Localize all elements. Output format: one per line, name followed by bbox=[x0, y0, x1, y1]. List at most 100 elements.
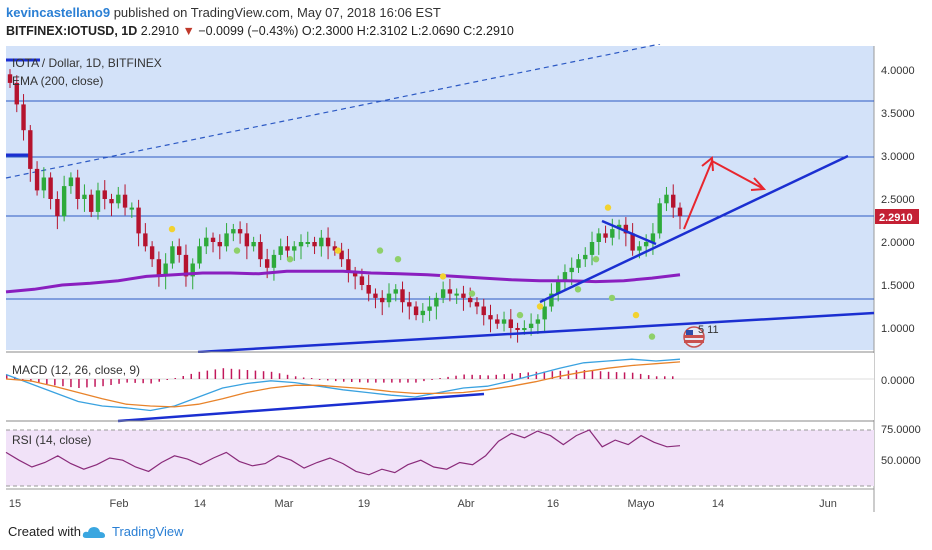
forecast-arrowhead-down bbox=[750, 177, 767, 191]
macd-hist-bar bbox=[110, 379, 112, 385]
candle-up bbox=[501, 319, 507, 324]
macd-line bbox=[5, 358, 681, 412]
macd-hist-bar bbox=[543, 371, 546, 379]
macd-hist-bar bbox=[431, 379, 433, 380]
price-tick-label: 3.5000 bbox=[881, 108, 915, 120]
symbol-label: BITFINEX:IOTUSD, 1D bbox=[6, 24, 138, 38]
macd-hist-bar bbox=[503, 374, 505, 379]
macd-hist-bar bbox=[447, 376, 449, 379]
candle-down bbox=[217, 242, 222, 247]
candle-up bbox=[197, 246, 202, 264]
candle-down bbox=[109, 199, 114, 204]
candle-up bbox=[610, 229, 615, 238]
macd-hist-bar bbox=[407, 379, 409, 383]
candle-down bbox=[14, 82, 19, 105]
macd-hist-bar bbox=[327, 379, 329, 381]
macd-hist-bar bbox=[455, 375, 457, 379]
candle-down bbox=[339, 250, 344, 260]
price-change: −0.0099 (−0.43%) bbox=[198, 24, 299, 38]
candle-up bbox=[41, 177, 47, 191]
chart-canvas[interactable]: 5 11 IOTA / Dollar, 1D, BITFINEX EMA (20… bbox=[0, 44, 932, 514]
pattern-dot bbox=[468, 290, 476, 297]
macd-hist-bar bbox=[495, 374, 497, 379]
ema-legend: EMA (200, close) bbox=[12, 74, 103, 88]
macd-hist-bar bbox=[142, 379, 144, 384]
last-price: 2.2910 bbox=[140, 24, 179, 38]
candle-down bbox=[346, 259, 351, 273]
macd-hist-bar bbox=[487, 375, 489, 379]
candle-up bbox=[549, 293, 554, 307]
macd-trendline bbox=[117, 392, 485, 423]
macd-hist-bar bbox=[664, 376, 666, 379]
macd-hist-bar bbox=[615, 372, 618, 379]
candle-down bbox=[102, 190, 107, 199]
macd-hist-bar bbox=[391, 379, 393, 383]
candle-up bbox=[596, 233, 601, 242]
pattern-dot bbox=[394, 256, 402, 263]
tradingview-link[interactable]: TradingView bbox=[112, 524, 184, 539]
macd-hist-bar bbox=[158, 379, 160, 382]
pennant-top-line bbox=[601, 219, 657, 246]
pattern-dot bbox=[592, 256, 600, 263]
candle-up bbox=[583, 254, 588, 260]
macd-hist-bar bbox=[190, 373, 192, 379]
macd-hist-bar bbox=[54, 379, 56, 386]
candle-down bbox=[447, 289, 453, 294]
author-link[interactable]: kevincastellano9 bbox=[6, 5, 111, 20]
candle-up bbox=[116, 194, 121, 204]
macd-hist-bar bbox=[214, 369, 217, 379]
candle-down bbox=[237, 229, 243, 234]
candle-up bbox=[555, 280, 561, 294]
macd-hist-bar bbox=[383, 379, 385, 383]
candle-down bbox=[495, 319, 500, 324]
candle-down bbox=[400, 289, 405, 303]
pattern-dots-group bbox=[168, 204, 656, 340]
footer: Created with TradingView bbox=[0, 514, 932, 550]
candle-up bbox=[657, 203, 662, 234]
pattern-dot bbox=[604, 204, 612, 211]
macd-hist-bar bbox=[270, 371, 273, 379]
candle-up bbox=[562, 272, 568, 281]
candle-up bbox=[528, 323, 534, 328]
candle-down bbox=[481, 306, 486, 316]
macd-hist-bar bbox=[230, 368, 233, 379]
candle-down bbox=[325, 237, 331, 247]
macd-hist-bar bbox=[335, 379, 337, 382]
tradingview-cloud-icon bbox=[82, 527, 105, 538]
macd-hist-bar bbox=[70, 379, 72, 388]
macd-hist-bar bbox=[463, 374, 465, 379]
pattern-dot bbox=[168, 225, 176, 233]
rsi-legend: RSI (14, close) bbox=[12, 433, 91, 447]
macd-hist-bar bbox=[86, 379, 88, 388]
candle-down bbox=[258, 242, 263, 260]
price-tick-label: 1.0000 bbox=[881, 323, 915, 335]
candle-up bbox=[643, 242, 649, 247]
candle-down bbox=[671, 194, 676, 208]
rsi-panel-bg bbox=[6, 430, 874, 486]
macd-hist-bar bbox=[206, 370, 209, 379]
flag-marker[interactable]: 5 11 bbox=[683, 324, 719, 348]
macd-hist-bar bbox=[479, 375, 481, 379]
date-tick-label: 15 bbox=[9, 498, 21, 510]
macd-hist-bar bbox=[559, 370, 562, 379]
ohlc-values: O:2.3000 H:2.3102 L:2.0690 C:2.2910 bbox=[301, 24, 514, 38]
macd-hist-bar bbox=[535, 371, 538, 379]
macd-hist-bar bbox=[415, 379, 417, 383]
macd-hist-bar bbox=[527, 372, 529, 379]
price-tick-label: 2.0000 bbox=[881, 237, 915, 249]
chart-title: IOTA / Dollar, 1D, BITFINEX bbox=[12, 56, 162, 70]
macd-hist-bar bbox=[575, 370, 578, 379]
macd-hist-bar bbox=[118, 379, 120, 384]
candle-up bbox=[292, 246, 297, 251]
pattern-dot bbox=[608, 294, 616, 302]
price-grid bbox=[6, 58, 874, 300]
macd-hist-bar bbox=[672, 376, 674, 379]
candle-up bbox=[637, 246, 642, 251]
macd-hist-bar bbox=[599, 371, 602, 379]
candle-up bbox=[231, 229, 236, 234]
macd-hist-bar bbox=[286, 374, 289, 379]
macd-hist-bar bbox=[94, 379, 96, 387]
macd-legend: MACD (12, 26, close, 9) bbox=[12, 363, 140, 377]
candle-down bbox=[176, 246, 182, 255]
macd-hist-bar bbox=[6, 374, 8, 379]
